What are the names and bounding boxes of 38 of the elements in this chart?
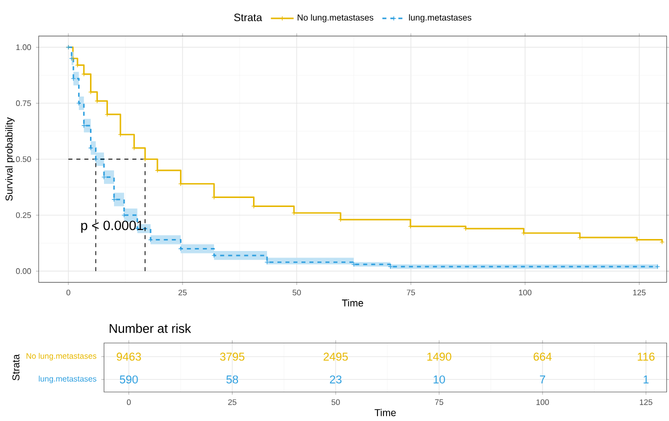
y-tick-label: 0.00 [16,268,31,274]
data-label: 3795 [220,352,244,361]
x-tick-label: 25 [228,399,236,406]
y-tick-label: 0.50 [16,156,31,162]
x-axis-title: Time [374,408,396,416]
legend-label: No lung.metastases [298,14,374,22]
data-label: 664 [534,352,552,361]
chart-title: Number at risk [110,324,192,333]
legend-title: Strata [234,14,262,22]
data-label: 2495 [324,352,348,361]
x-tick-label: 125 [633,290,646,296]
data-label: 590 [120,375,138,384]
x-tick-label: 75 [406,290,416,296]
x-tick-label: 100 [536,399,549,406]
data-label: 9463 [116,352,141,361]
x-tick-label: 50 [292,290,301,296]
x-tick-label: 25 [178,290,187,296]
x-tick-label: 0 [126,399,131,406]
y-axis-title: Strata [12,354,20,380]
data-label: 58 [226,375,238,384]
y-tick-label: 1.00 [16,44,31,50]
data-label: 116 [638,352,655,361]
x-tick-label: 0 [66,290,70,296]
x-tick-label: 50 [332,399,340,406]
data-label: 1490 [427,352,452,361]
y-tick-label: 0.75 [16,100,31,106]
data-label: 10 [434,375,445,384]
data-label: 23 [330,375,342,384]
x-tick-label: 125 [640,399,652,406]
annotation: p < 0.0001 [81,220,144,233]
data-label: 1 [644,376,649,384]
data-label: 7 [540,376,546,384]
y-axis-title: Survival probability [5,117,15,201]
y-tick-label: 0.25 [16,212,31,218]
x-axis-title: Time [342,299,364,307]
x-tick-label: 100 [519,290,532,296]
x-tick-label: 75 [435,399,444,405]
legend-label: lung.metastases [409,14,472,22]
